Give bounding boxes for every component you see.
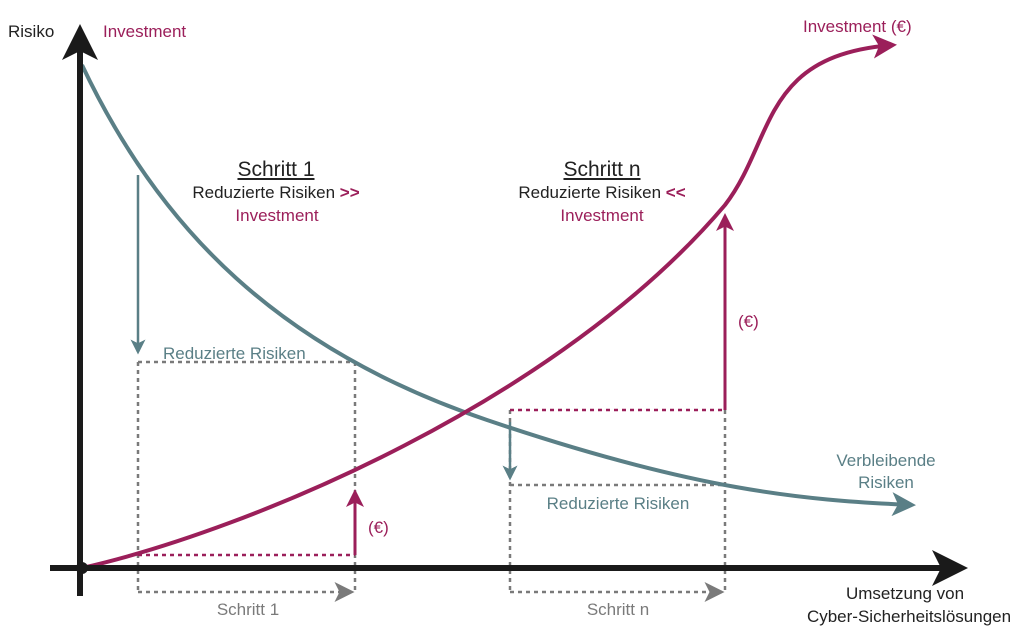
- stepn-summary: Reduzierte Risiken <<: [518, 183, 685, 203]
- step1-span-label: Schritt 1: [216, 600, 280, 619]
- risk-curve: [80, 64, 916, 517]
- risk-curve-label-line2: Risiken: [858, 473, 914, 492]
- y-axis-secondary-label: Investment: [103, 22, 187, 41]
- origin-dot: [76, 562, 88, 574]
- stepn-guides: [508, 410, 727, 602]
- stepn-cost-label: (€): [738, 312, 759, 331]
- stepn-span-label: Schritt n: [586, 600, 650, 619]
- stepn-reduced-label: Reduzierte Risiken: [546, 494, 690, 513]
- x-axis-label-line1: Umsetzung von: [845, 584, 965, 603]
- step1-investment: Investment: [235, 206, 319, 225]
- step1-summary: Reduzierte Risiken >>: [192, 183, 359, 203]
- step1-title: Schritt 1: [237, 158, 315, 181]
- stepn-investment: Investment: [560, 206, 644, 225]
- stepn-title: Schritt n: [563, 158, 641, 181]
- stepn-summary-text: Reduzierte Risiken: [518, 183, 662, 202]
- step1-reduced-label: Reduzierte Risiken: [163, 344, 306, 363]
- x-axis-label-line2: Cyber-Sicherheitslösungen: [806, 607, 1012, 626]
- step1-comparator: >>: [339, 183, 360, 202]
- step1-guides: [136, 360, 357, 602]
- y-axis-label: Risiko: [8, 22, 55, 41]
- risk-curve-label-line1: Verbleibende: [836, 451, 936, 470]
- investment-curve: [81, 34, 897, 570]
- step1-cost-label: (€): [368, 518, 389, 537]
- stepn-comparator: <<: [665, 183, 686, 202]
- investment-curve-label: Investment (€): [803, 17, 912, 36]
- step1-summary-text: Reduzierte Risiken: [192, 183, 336, 202]
